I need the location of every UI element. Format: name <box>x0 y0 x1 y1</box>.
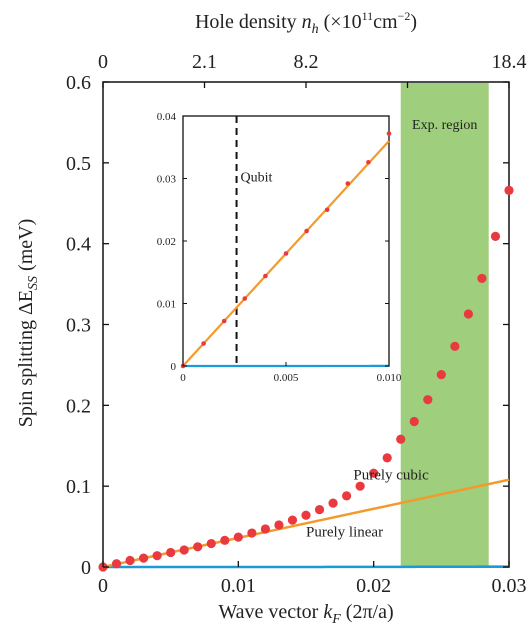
data-point <box>111 559 122 569</box>
data-point <box>166 547 176 558</box>
data-point <box>504 185 514 195</box>
y-tick-label: 0.1 <box>66 476 91 498</box>
x-axis-ticks: 0 0.01 0.02 0.03 <box>98 561 527 597</box>
inset-y-axis-ticks: 0 0.01 0.02 0.03 0.04 <box>157 111 389 373</box>
top-axis-title-var: n <box>302 11 312 33</box>
inset-data-point <box>386 131 392 136</box>
data-point <box>287 515 298 525</box>
data-point <box>423 395 433 405</box>
top-axis-title: Hole density nh (×1011cm−2) <box>195 9 417 37</box>
data-point <box>490 231 501 241</box>
exp-region <box>400 83 489 566</box>
inset-x-tick-label: 0.005 <box>274 372 299 384</box>
data-point <box>314 505 325 515</box>
x-axis-title: Wave vector kF (2π/a) <box>218 601 393 627</box>
data-point <box>355 481 365 491</box>
inset-y-tick-label: 0.01 <box>157 299 176 311</box>
data-point <box>206 538 216 549</box>
y-tick-label: 0.6 <box>66 72 91 94</box>
data-point <box>301 510 311 520</box>
x-tick-label: 0 <box>98 575 108 597</box>
data-point <box>220 535 230 545</box>
purely-cubic-label: Purely cubic <box>353 468 429 484</box>
data-point <box>463 309 473 319</box>
data-point <box>382 453 392 463</box>
top-axis-title-prefix: Hole density <box>195 11 302 33</box>
top-axis-title-mid: (×10 <box>319 11 362 33</box>
y-axis-ticks: 0 0.1 0.2 0.3 0.4 0.5 0.6 <box>66 72 509 579</box>
inset-chart: Qubit 0 0.01 0.02 0.03 0.04 0 0.005 0.010 <box>157 111 402 384</box>
x-axis-title-suffix: (2π/a) <box>341 601 394 623</box>
data-point <box>193 542 203 552</box>
top-axis-title-sup2: −2 <box>398 9 411 23</box>
inset-x-tick-label: 0 <box>180 372 186 384</box>
inset-data-point <box>345 181 351 186</box>
data-point <box>450 341 460 351</box>
purely-linear-label: Purely linear <box>306 524 383 540</box>
inset-y-tick-label: 0 <box>171 361 177 373</box>
top-tick-label: 18.4 <box>492 51 527 73</box>
y-tick-label: 0.2 <box>66 395 91 417</box>
main-series <box>98 185 514 572</box>
data-point <box>274 520 284 530</box>
inset-y-tick-label: 0.02 <box>157 236 176 248</box>
data-point <box>233 532 243 542</box>
top-axis-title-unit: cm <box>373 11 398 33</box>
inset-data-point <box>283 251 289 256</box>
x-tick-label: 0.03 <box>492 575 527 597</box>
x-axis-title-sub: F <box>331 612 341 627</box>
data-point <box>152 551 162 561</box>
y-tick-label: 0.5 <box>66 153 91 175</box>
x-tick-label: 0.01 <box>221 575 256 597</box>
data-point <box>369 468 379 478</box>
qubit-label: Qubit <box>241 171 273 186</box>
inset-data-point <box>263 273 268 279</box>
x-tick-label: 0.02 <box>356 575 391 597</box>
data-point <box>342 491 352 501</box>
inset-x-tick-label: 0.010 <box>377 372 402 384</box>
y-axis-title-sub: SS <box>26 276 41 290</box>
inset-frame <box>182 115 390 367</box>
exp-region-label: Exp. region <box>412 118 477 133</box>
data-point <box>125 555 135 566</box>
inset-data-point <box>324 207 330 213</box>
inset-data-point <box>304 228 309 234</box>
y-tick-label: 0.4 <box>66 234 91 256</box>
data-point <box>179 545 189 555</box>
inset-data-point <box>201 341 206 346</box>
inset-data-point <box>366 159 371 165</box>
top-axis-ticks: 0 2.1 8.2 18.4 <box>98 51 527 88</box>
y-axis-title: Spin splitting ΔESS (meV) <box>15 219 41 428</box>
inset-x-axis-ticks: 0 0.005 0.010 <box>180 362 402 384</box>
top-tick-label: 0 <box>98 51 108 73</box>
data-point <box>260 524 270 534</box>
data-point <box>247 528 257 538</box>
inset-data-point <box>221 318 227 324</box>
data-point <box>396 434 406 444</box>
inset-y-tick-label: 0.04 <box>157 111 177 123</box>
y-tick-label: 0 <box>81 557 91 579</box>
data-point <box>139 553 149 563</box>
inset-y-tick-label: 0.03 <box>157 174 177 186</box>
top-axis-title-sub: h <box>312 22 319 37</box>
top-tick-label: 2.1 <box>192 51 217 73</box>
top-axis-title-sup1: 11 <box>362 9 374 23</box>
data-point <box>409 416 419 427</box>
inset-data-point <box>242 296 248 301</box>
x-axis-title-var: k <box>323 601 333 623</box>
top-axis-title-end: ) <box>410 11 417 33</box>
y-axis-title-suffix: (meV) <box>15 219 37 276</box>
data-point <box>328 498 338 508</box>
data-point <box>477 273 487 284</box>
x-axis-title-prefix: Wave vector <box>218 601 323 623</box>
y-axis-title-prefix: Spin splitting ΔE <box>15 290 37 427</box>
data-point <box>436 370 446 380</box>
top-tick-label: 8.2 <box>294 51 319 73</box>
y-tick-label: 0.3 <box>66 315 91 337</box>
inset-series <box>180 131 392 369</box>
